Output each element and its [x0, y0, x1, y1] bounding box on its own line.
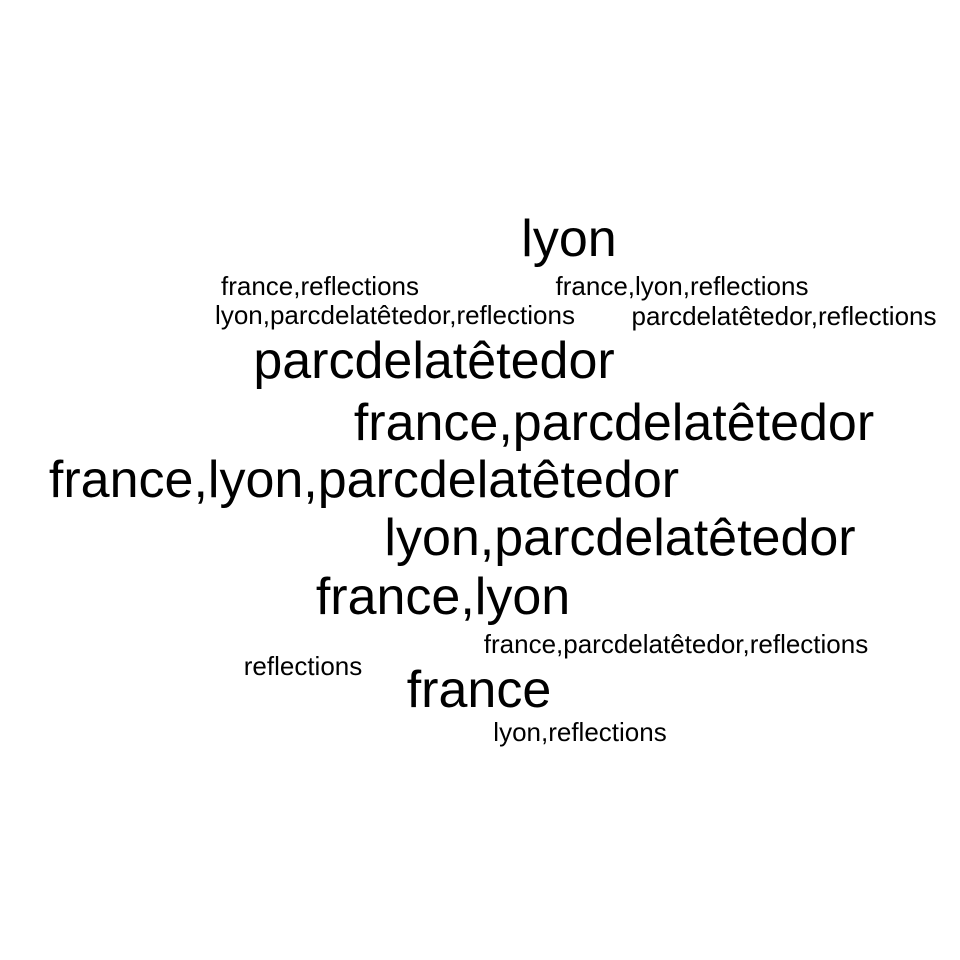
cloud-word-lyon-parcdelatetedor-reflections: lyon,parcdelatêtedor,reflections: [215, 300, 575, 330]
cloud-word-france-lyon-parcdelatetedor: france,lyon,parcdelatêtedor: [48, 451, 680, 509]
cloud-word-france-reflections: france,reflections: [221, 271, 419, 301]
cloud-word-reflections: reflections: [243, 651, 363, 681]
cloud-word-france-parcdelatetedor-reflections: france,parcdelatêtedor,reflections: [483, 629, 869, 659]
cloud-word-france-lyon-reflections: france,lyon,reflections: [555, 271, 809, 301]
cloud-word-parcdelatetedor-reflections: parcdelatêtedor,reflections: [631, 301, 937, 331]
cloud-word-france-lyon: france,lyon: [315, 568, 571, 626]
cloud-word-france-parcdelatetedor: france,parcdelatêtedor: [353, 394, 875, 452]
cloud-word-parcdelatetedor: parcdelatêtedor: [253, 332, 615, 390]
cloud-word-france: france: [406, 661, 552, 719]
cloud-word-lyon-reflections: lyon,reflections: [493, 717, 667, 747]
cloud-word-lyon: lyon: [521, 210, 617, 268]
cloud-word-lyon-parcdelatetedor: lyon,parcdelatêtedor: [384, 509, 856, 567]
